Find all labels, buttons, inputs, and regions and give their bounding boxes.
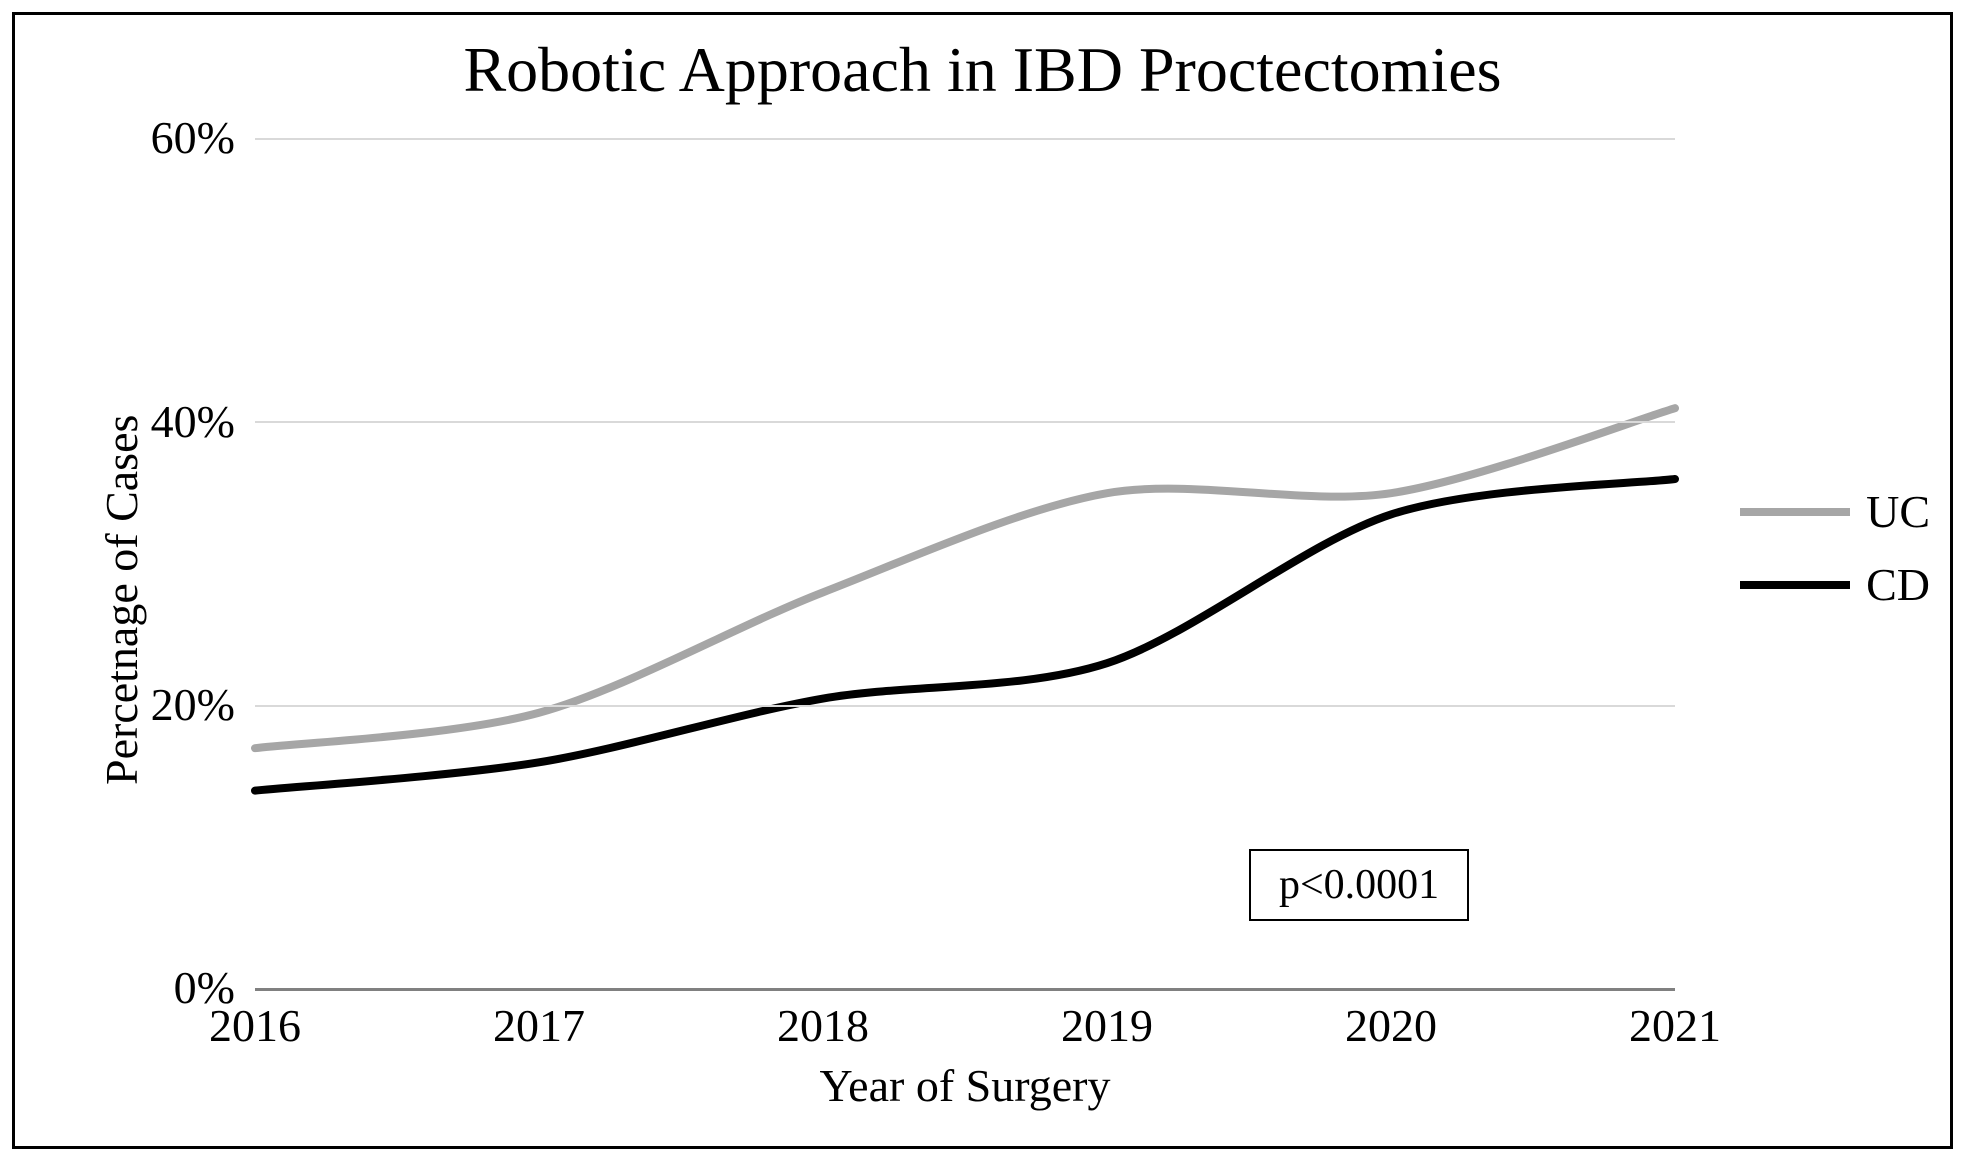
- legend-swatch: [1740, 508, 1850, 516]
- chart-title: Robotic Approach in IBD Proctectomies: [15, 33, 1950, 107]
- x-tick-label: 2021: [1629, 999, 1721, 1052]
- series-line-cd: [255, 479, 1675, 791]
- p-value-text: p<0.0001: [1279, 862, 1439, 908]
- x-axis-line: [255, 988, 1675, 991]
- x-axis-title: Year of Surgery: [255, 1059, 1675, 1112]
- legend-item-cd: CD: [1740, 558, 1930, 611]
- x-tick-label: 2016: [209, 999, 301, 1052]
- legend-swatch: [1740, 581, 1850, 589]
- x-tick-label: 2019: [1061, 999, 1153, 1052]
- y-axis-title: Percetnage of Cases: [95, 415, 148, 785]
- gridline: [255, 421, 1675, 423]
- x-tick-label: 2020: [1345, 999, 1437, 1052]
- y-tick-label: 60%: [115, 111, 235, 164]
- gridline: [255, 138, 1675, 140]
- legend-item-uc: UC: [1740, 485, 1930, 538]
- chart-frame: Robotic Approach in IBD Proctectomies 0%…: [12, 12, 1953, 1149]
- p-value-annotation: p<0.0001: [1249, 849, 1469, 921]
- legend: UC CD: [1740, 485, 1930, 631]
- legend-label: UC: [1866, 485, 1930, 538]
- x-tick-label: 2018: [777, 999, 869, 1052]
- legend-label: CD: [1866, 558, 1930, 611]
- x-tick-label: 2017: [493, 999, 585, 1052]
- gridline: [255, 705, 1675, 707]
- series-line-uc: [255, 408, 1675, 748]
